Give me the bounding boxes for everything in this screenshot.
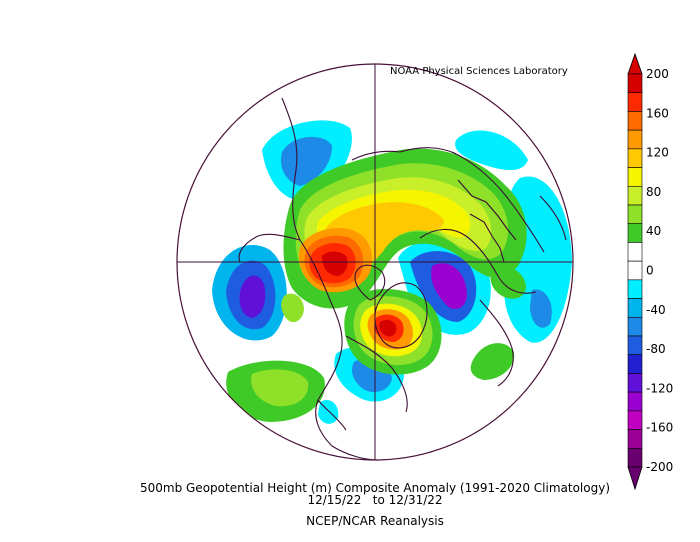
coastline-siberia [351,150,401,161]
colorbar-tick-label: 200 [646,67,669,81]
anomaly-contour-pos-canada-core [322,251,348,276]
anomaly-contour-neg-east-core [530,289,552,328]
coastline-alaska [238,233,301,263]
colorbar-swatch [627,92,643,112]
colorbar-swatch [627,73,643,94]
caption-title: 500mb Geopotential Height (m) Composite … [139,481,610,495]
colorbar-tick-label: 40 [646,224,661,238]
coastline-hudson-bay [354,264,386,301]
coastline-africa [479,299,514,387]
colorbar-tick-label: -200 [646,460,673,474]
colorbar-swatch [627,204,643,225]
anomaly-shading [212,120,572,424]
colorbar-swatch [627,148,643,168]
coastline-north-america [281,97,379,460]
anomaly-contour-neg-pacific-north-core [280,136,332,186]
coastline-europe [419,228,537,294]
colorbar-swatch [627,316,643,337]
coastline-china [469,213,505,263]
colorbar-swatch [627,410,643,430]
anomaly-contour-pos-north [490,266,526,299]
credit-text: NOAA Physical Sciences Laboratory [390,66,568,77]
colorbar-swatch [627,242,643,262]
colorbar-tick-label: 80 [646,185,661,199]
anomaly-contour-pos-west [281,293,304,323]
colorbar-tick-label: 0 [646,264,654,278]
colorbar-swatch [627,279,643,299]
coastline-russia-lines [457,179,517,241]
colorbar-swatch [627,185,643,206]
colorbar-tick-label: 160 [646,106,669,120]
anomaly-contour-neg-west-core [239,275,266,318]
caption-source: NCEP/NCAR Reanalysis [306,514,444,528]
coastline-greenland [374,282,428,349]
coastlines [238,97,567,460]
colorbar-tick-label: -120 [646,381,673,395]
caption-dates: 12/15/22 to 12/31/22 [307,493,443,507]
colorbar-arrow-top [627,52,643,75]
colorbar-tick-label: 120 [646,146,669,160]
colorbar-swatch [627,335,643,356]
colorbar-swatch [627,129,643,150]
colorbar-swatch [627,223,643,243]
colorbar-arrow-bottom [627,466,643,491]
map-frame [176,63,574,461]
anomaly-contour-neg-europe-core [431,263,467,310]
colorbar-tick-label: -40 [646,303,666,317]
colorbar-tick-label: -160 [646,421,673,435]
coastline-asia-north [399,147,457,155]
coastline-east-america [345,335,408,413]
coastline-asia [451,151,545,253]
coastline-asia-east [539,195,567,241]
colorbar-swatch [627,373,643,393]
colorbar-swatch [627,167,643,187]
anomaly-contour-pos-southeast [470,343,515,380]
colorbar-tick-label: -80 [646,342,666,356]
coastline-central-america [317,399,347,431]
colorbar-swatch [627,429,643,449]
colorbar-swatch [627,298,643,318]
anomaly-contour-pos-atlantic-core [379,319,397,337]
colorbar-swatch [627,260,643,281]
anomaly-contour-pos-pacific-light [251,369,309,407]
colorbar-swatch [627,447,643,468]
colorbar: 200 160 120 80 40 0 -40 -80 -120 -160 -200 [627,52,673,491]
anomaly-contour-neg-greenland-west [455,130,528,171]
colorbar-swatch [627,391,643,412]
colorbar-swatch [627,354,643,374]
colorbar-swatch [627,111,643,131]
